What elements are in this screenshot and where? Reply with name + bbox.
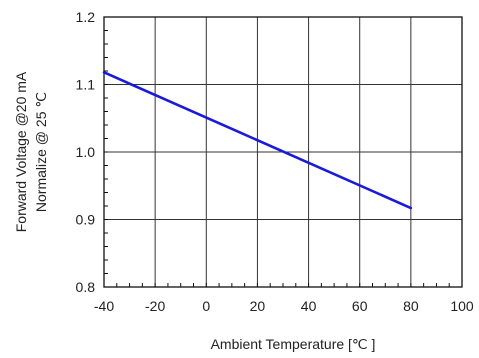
x-tick-label-3: 20 [250,298,266,314]
x-tick-label-4: 40 [301,298,317,314]
x-tick-label-7: 100 [450,298,474,314]
y-tick-label-1: 0.9 [76,212,96,228]
x-tick-label-6: 80 [403,298,419,314]
x-tick-label-1: -20 [145,298,165,314]
x-axis-title: Ambient Temperature [℃ ] [211,336,376,352]
y-axis-title-line2: Normalize @ 25 ℃ [33,92,49,212]
series-layer [102,71,413,210]
y-axis-title-line1: Forward Voltage @20 mA [13,71,29,232]
plot-frame [103,16,463,288]
y-tick-label-3: 1.1 [76,77,96,93]
series-line-0 [102,71,413,210]
x-tick-label-5: 60 [352,298,368,314]
x-tick-label-2: 0 [202,298,210,314]
x-tick-label-0: -40 [94,298,114,314]
y-tick-label-4: 1.2 [76,9,96,25]
y-tick-label-2: 1.0 [76,144,96,160]
y-tick-labels: 0.8 0.9 1.0 1.1 1.2 [76,9,96,295]
x-tick-labels: -40 -20 0 20 40 60 80 100 [94,298,474,314]
grid [104,17,462,287]
y-tick-label-0: 0.8 [76,279,96,295]
